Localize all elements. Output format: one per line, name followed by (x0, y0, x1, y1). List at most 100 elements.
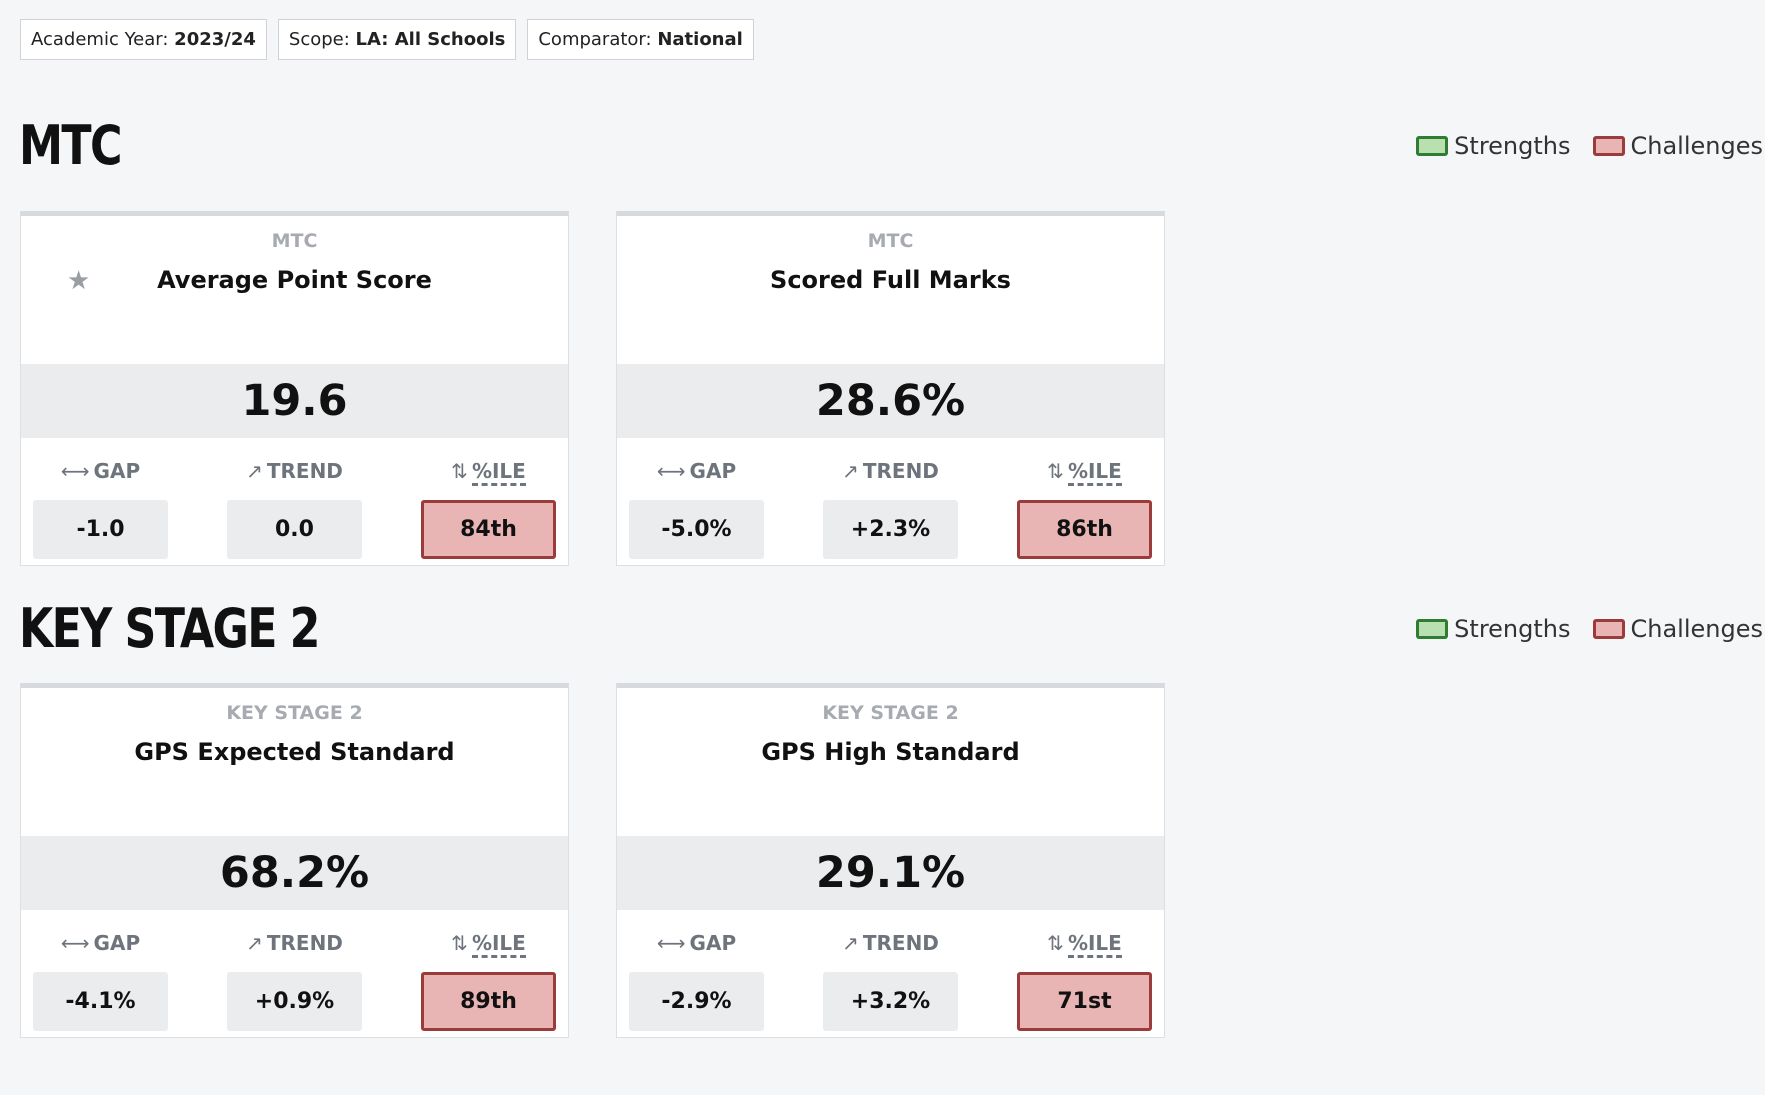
metric-value: -2.9% (629, 972, 764, 1031)
section-title: KEY STAGE 2 (19, 597, 320, 660)
metric-icon: ⇅ (1047, 931, 1064, 955)
metric-value: -5.0% (629, 500, 764, 559)
legend: Strengths Challenges (1416, 128, 1763, 164)
metric-label-text: %ILE (471, 459, 526, 486)
legend-item: Strengths (1416, 611, 1571, 647)
legend-swatch (1416, 136, 1449, 156)
metric-label-text: %ILE (1067, 931, 1122, 958)
filter-chip[interactable]: Scope: LA: All Schools (277, 19, 517, 60)
filter-label: Comparator: (538, 29, 652, 50)
card-title: Scored Full Marks (770, 266, 1011, 294)
metrics: ⟷ GAP -2.9% ↗ TREND +3.2% ⇅ %ILE 71st (629, 928, 1152, 1031)
filter-value: 2023/24 (174, 29, 256, 50)
metric: ⟷ GAP -2.9% (629, 928, 764, 1031)
metric: ⇅ %ILE 89th (421, 928, 556, 1031)
metrics: ⟷ GAP -4.1% ↗ TREND +0.9% ⇅ %ILE 89th (33, 928, 556, 1031)
metric-icon: ⟷ (656, 931, 686, 955)
legend-item: Strengths (1416, 128, 1571, 164)
metric-label: ↗ TREND (227, 456, 362, 486)
legend: Strengths Challenges (1416, 611, 1763, 647)
filter-chip[interactable]: Comparator: National (527, 19, 754, 60)
metric-icon: ⇅ (451, 459, 468, 483)
metric-label-text: TREND (862, 459, 939, 483)
metric-value: +0.9% (227, 972, 362, 1031)
filter-chip[interactable]: Academic Year: 2023/24 (20, 19, 267, 60)
metric-card[interactable]: KEY STAGE 2 GPS High Standard 29.1% ⟷ GAP -2.… (616, 683, 1165, 1038)
metric-value: -1.0 (33, 500, 168, 559)
metric-value: 89th (421, 972, 556, 1031)
metric-icon: ⟷ (60, 459, 90, 483)
metric: ⇅ %ILE 86th (1017, 456, 1152, 559)
metric-label: ↗ TREND (823, 456, 958, 486)
card-title: GPS Expected Standard (134, 738, 455, 766)
metrics: ⟷ GAP -5.0% ↗ TREND +2.3% ⇅ %ILE 86th (629, 456, 1152, 559)
metric-label: ⇅ %ILE (421, 456, 556, 486)
card-title: GPS High Standard (761, 738, 1020, 766)
metric-label-text: GAP (93, 459, 141, 483)
metric-value: +2.3% (823, 500, 958, 559)
metric-label-text: %ILE (1067, 459, 1122, 486)
metrics: ⟷ GAP -1.0 ↗ TREND 0.0 ⇅ %ILE 84th (33, 456, 556, 559)
metric-label: ⟷ GAP (629, 456, 764, 486)
legend-label: Challenges (1630, 615, 1764, 643)
metric-value: 0.0 (227, 500, 362, 559)
metric-label: ⇅ %ILE (1017, 456, 1152, 486)
metric-label-text: GAP (689, 931, 737, 955)
metric-value: +3.2% (823, 972, 958, 1031)
card-category: KEY STAGE 2 (226, 702, 363, 724)
metric-card[interactable]: MTC ★ Average Point Score 19.6 ⟷ GAP -1.0 ↗ TREN… (20, 211, 569, 566)
legend-item: Challenges (1592, 128, 1764, 164)
metric-label-text: TREND (862, 931, 939, 955)
metric-label: ⇅ %ILE (421, 928, 556, 958)
filter-bar: Academic Year: 2023/24 Scope: LA: All Sch… (20, 19, 754, 60)
card-value: 19.6 (21, 364, 568, 438)
card-value: 68.2% (21, 836, 568, 910)
section-title: MTC (19, 114, 122, 177)
card-category: KEY STAGE 2 (822, 702, 959, 724)
filter-label: Scope: (288, 29, 350, 50)
metric-icon: ↗ (246, 931, 263, 955)
metric-icon: ↗ (842, 931, 859, 955)
metric-label: ⟷ GAP (33, 928, 168, 958)
legend-item: Challenges (1592, 611, 1764, 647)
metric-icon: ↗ (842, 459, 859, 483)
legend-swatch (1592, 619, 1625, 639)
metric-icon: ↗ (246, 459, 263, 483)
metric: ↗ TREND +0.9% (227, 928, 362, 1031)
metric-label: ⇅ %ILE (1017, 928, 1152, 958)
filter-label: Academic Year: (31, 29, 169, 50)
metric-card[interactable]: KEY STAGE 2 GPS Expected Standard 68.2% ⟷ GA… (20, 683, 569, 1038)
metric: ⟷ GAP -4.1% (33, 928, 168, 1031)
metric-value: -4.1% (33, 972, 168, 1031)
filter-value: LA: All Schools (355, 29, 506, 50)
metric-label-text: TREND (266, 459, 343, 483)
metric-value: 84th (421, 500, 556, 559)
metric-value: 71st (1017, 972, 1152, 1031)
star-icon[interactable]: ★ (67, 266, 91, 296)
metric: ↗ TREND +2.3% (823, 456, 958, 559)
metric: ⇅ %ILE 71st (1017, 928, 1152, 1031)
card-category: MTC (271, 230, 318, 252)
metric-label: ↗ TREND (823, 928, 958, 958)
metric-label: ↗ TREND (227, 928, 362, 958)
card-value: 29.1% (617, 836, 1164, 910)
metric-icon: ⇅ (1047, 459, 1064, 483)
metric-icon: ⟷ (656, 459, 686, 483)
legend-swatch (1416, 619, 1449, 639)
metric-label-text: GAP (689, 459, 737, 483)
metric: ↗ TREND +3.2% (823, 928, 958, 1031)
metric-card[interactable]: MTC Scored Full Marks 28.6% ⟷ GAP -5.0% ↗ TREND… (616, 211, 1165, 566)
legend-label: Strengths (1454, 132, 1571, 160)
legend-label: Challenges (1630, 132, 1764, 160)
metric-label-text: GAP (93, 931, 141, 955)
metric-label-text: TREND (266, 931, 343, 955)
metric-label: ⟷ GAP (629, 928, 764, 958)
metric-icon: ⇅ (451, 931, 468, 955)
card-category: MTC (867, 230, 914, 252)
card-title: Average Point Score (157, 266, 432, 294)
metric-icon: ⟷ (60, 931, 90, 955)
metric: ⇅ %ILE 84th (421, 456, 556, 559)
metric-label: ⟷ GAP (33, 456, 168, 486)
metric-value: 86th (1017, 500, 1152, 559)
